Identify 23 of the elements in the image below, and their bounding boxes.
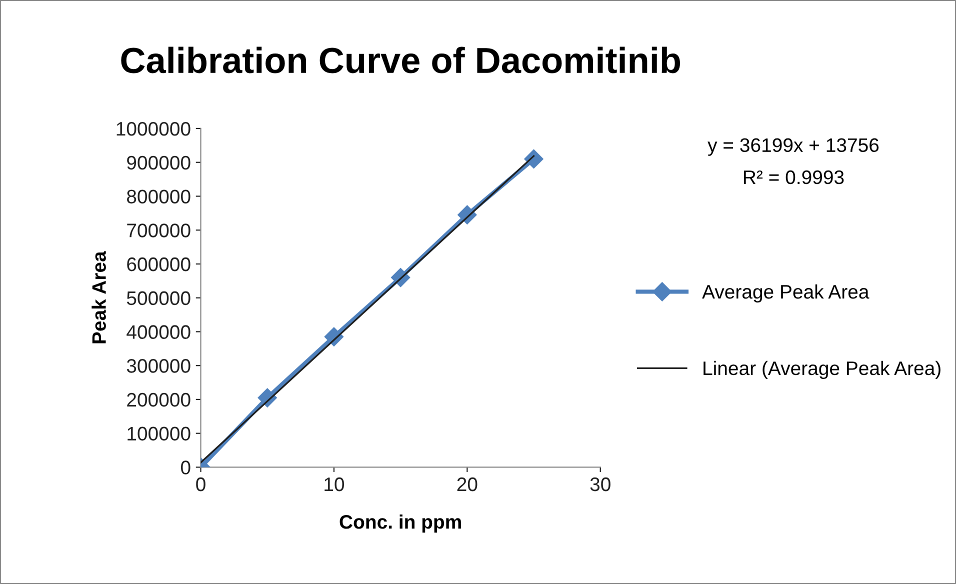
chart-title: Calibration Curve of Dacomitinib [121,46,680,74]
text: y = 36199x + 13756 [708,138,879,156]
x-tick-label: 30 [590,477,610,492]
y-tick-label: 1000000 [116,122,190,136]
text: R² = 0.9993 [744,170,844,184]
x-tick-label: 10 [324,477,344,492]
y-tick-label: 400000 [126,325,190,339]
y-tick-label: 700000 [127,224,190,238]
y-axis-title: Peak Area [92,251,106,344]
x-tick-label: 20 [457,477,478,492]
y-tick-label: 100000 [128,426,190,441]
x-tick-label: 0 [196,477,206,492]
point [524,149,544,168]
y-tick-label: 900000 [127,156,190,170]
legend-label: Average Peak Area [702,284,870,303]
y-tick-label: 300000 [126,359,190,373]
y-tick-label: 0 [180,460,190,474]
x-axis-title: Conc. in ppm [340,514,461,533]
y-tick-label: 600000 [127,257,190,272]
y-tick-label: 800000 [127,190,190,204]
y-tick-label: 200000 [127,392,190,407]
legend-label: Linear (Average Peak Area) [704,360,940,380]
y-tick-label: 500000 [126,291,190,306]
